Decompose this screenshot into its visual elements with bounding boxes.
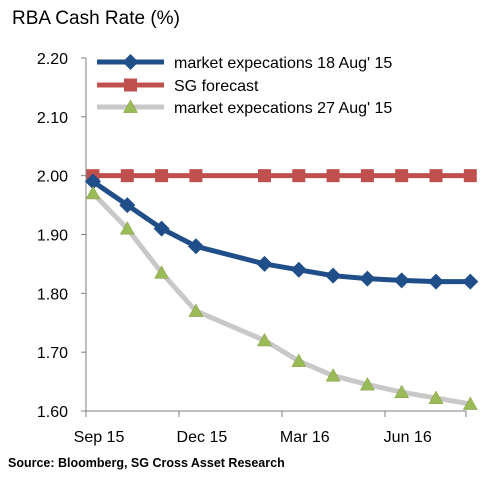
series-line bbox=[91, 191, 471, 407]
y-tick-label: 1.90 bbox=[37, 228, 68, 245]
series-line bbox=[91, 179, 471, 285]
y-tick-label: 2.20 bbox=[37, 51, 68, 68]
data-point bbox=[292, 169, 306, 183]
data-point bbox=[462, 396, 478, 410]
data-point bbox=[325, 368, 341, 382]
y-tick-label: 2.10 bbox=[37, 110, 68, 127]
legend-entry: market expecations 18 Aug' 15 bbox=[97, 54, 392, 72]
x-tick-label: Jun 16 bbox=[384, 429, 432, 446]
data-point bbox=[257, 332, 272, 347]
data-point bbox=[188, 303, 204, 317]
legend-marker bbox=[122, 54, 139, 70]
data-point bbox=[119, 221, 135, 235]
source-note: Source: Bloomberg, SG Cross Asset Resear… bbox=[8, 456, 285, 470]
data-point bbox=[428, 390, 444, 404]
data-point bbox=[154, 265, 170, 279]
y-tick-label: 2.00 bbox=[37, 169, 68, 186]
data-point bbox=[189, 169, 203, 183]
data-point bbox=[325, 267, 342, 284]
series-diamond bbox=[85, 173, 479, 290]
data-point bbox=[428, 273, 444, 290]
data-point bbox=[291, 353, 307, 367]
data-point bbox=[462, 273, 479, 290]
series-triangle bbox=[85, 185, 478, 410]
data-point bbox=[394, 384, 410, 399]
x-tick-label: Dec 15 bbox=[177, 429, 228, 446]
data-point bbox=[85, 185, 101, 200]
legend-entry: SG forecast bbox=[97, 78, 259, 95]
legend-label: market expecations 27 Aug' 15 bbox=[174, 100, 392, 117]
legend-marker bbox=[124, 78, 137, 92]
data-point bbox=[395, 169, 409, 183]
series-square bbox=[86, 169, 477, 183]
data-point bbox=[463, 169, 477, 183]
data-point bbox=[258, 169, 271, 183]
data-point bbox=[120, 169, 134, 183]
y-tick-label: 1.70 bbox=[37, 345, 68, 362]
data-point bbox=[153, 220, 170, 237]
y-tick-label: 1.80 bbox=[37, 286, 68, 303]
data-point bbox=[119, 197, 136, 214]
data-point bbox=[187, 238, 204, 255]
data-point bbox=[326, 169, 340, 183]
data-point bbox=[359, 377, 375, 391]
data-point bbox=[290, 261, 307, 278]
legend-entry: market expecations 27 Aug' 15 bbox=[97, 99, 392, 117]
chart-title: RBA Cash Rate (%) bbox=[12, 8, 180, 29]
data-point bbox=[155, 169, 169, 183]
legend-label: SG forecast bbox=[174, 78, 259, 95]
legend-marker bbox=[123, 99, 138, 113]
data-point bbox=[429, 169, 443, 183]
x-tick-label: Sep 15 bbox=[74, 429, 125, 446]
data-point bbox=[359, 270, 376, 287]
legend-label: market expecations 18 Aug' 15 bbox=[174, 55, 392, 72]
data-point bbox=[360, 169, 374, 183]
data-point bbox=[85, 173, 101, 190]
y-tick-label: 1.60 bbox=[37, 404, 68, 421]
data-point bbox=[256, 255, 273, 272]
x-tick-label: Mar 16 bbox=[280, 429, 330, 446]
data-point bbox=[393, 272, 410, 289]
